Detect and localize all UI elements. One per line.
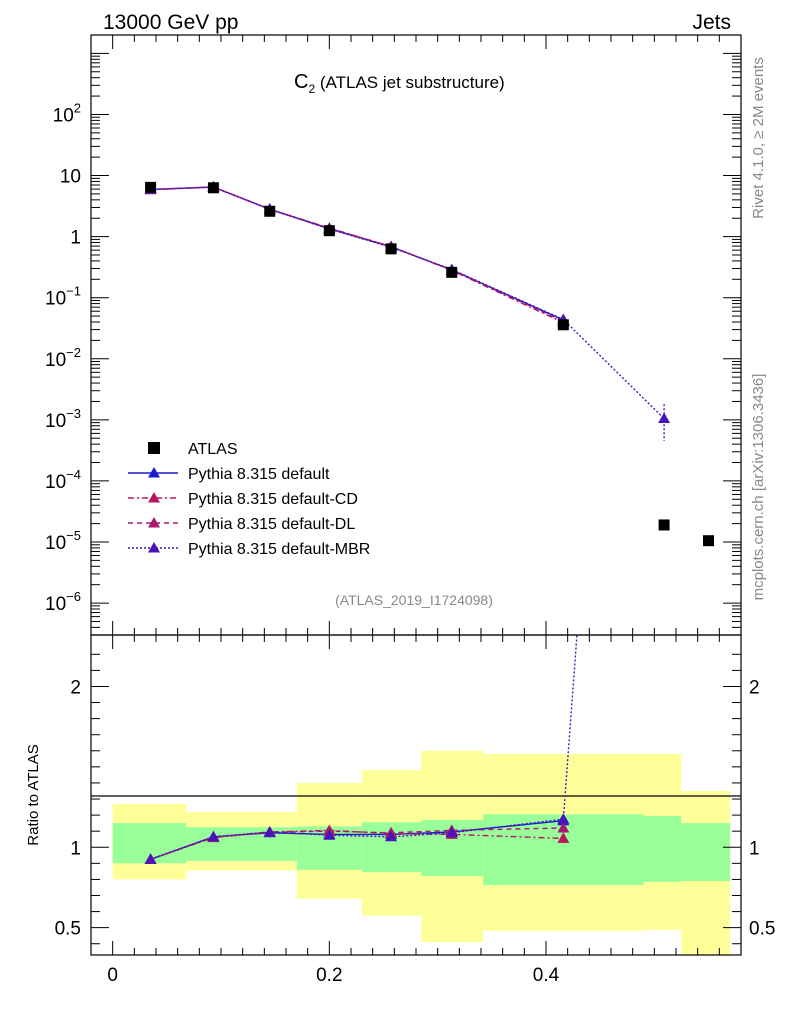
legend-marker-default (148, 467, 160, 478)
atlas-data-point (658, 519, 670, 531)
atlas-data-point (323, 225, 335, 237)
ratio-series-clipped (144, 635, 578, 864)
legend-label: Pythia 8.315 default (188, 466, 330, 483)
x-tick-label: 0 (107, 965, 118, 986)
y-tick-exponent: −1 (66, 284, 81, 299)
y-tick-label: 10−3 (45, 406, 81, 432)
y-tick-exponent: −4 (66, 467, 81, 482)
y-tick-label: 10 (60, 167, 81, 188)
ratio-y-tick-label: 0.5 (55, 919, 81, 940)
atlas-data-point (557, 319, 569, 331)
x-tick-label: 0.4 (533, 965, 560, 986)
y-tick-exponent: −2 (66, 345, 81, 360)
ratio-bands (112, 750, 731, 955)
y-tick-base: 10 (45, 289, 66, 310)
ratio-series-layer (144, 635, 578, 864)
y-tick-label: 10−2 (45, 345, 81, 371)
x-tick-label: 0.2 (316, 965, 342, 986)
ratio-y-tick-label: 1 (70, 838, 81, 859)
legend-marker-mbr (148, 542, 160, 553)
ratio-point-mbr (385, 830, 398, 842)
ratio-point-mbr (445, 826, 458, 838)
ratio-line-mbr (150, 635, 578, 860)
y-tick-label: 10−5 (45, 528, 81, 554)
legend-label: Pythia 8.315 default-DL (188, 516, 355, 533)
y-tick-exponent: −5 (66, 528, 81, 543)
atlas-data-point (145, 181, 157, 193)
plot-title: C2 (ATLAS jet substructure) (294, 71, 505, 96)
atlas-data-point (703, 535, 714, 547)
analysis-label: (ATLAS_2019_I1724098) (335, 592, 493, 608)
ratio-panel: 0 0.2 0.4 0.5 0.5 1 1 2 2 Ratio to ATLAS (25, 634, 775, 986)
title-sub: 2 (308, 82, 315, 96)
ratio-point-mbr (557, 813, 570, 824)
header-left: 13000 GeV pp (103, 11, 238, 34)
band-inner (681, 823, 731, 882)
legend-marker-cd (148, 492, 160, 503)
header-right: Jets (692, 11, 731, 34)
legend-label: ATLAS (188, 441, 238, 458)
atlas-data-point (264, 205, 276, 217)
atlas-data-point (385, 243, 397, 255)
band-inner (643, 815, 682, 882)
ratio-y-tick-label: 2 (70, 677, 81, 698)
main-series-layer (144, 180, 714, 547)
legend-marker-atlas (148, 442, 160, 454)
y-tick-label: 10−1 (45, 284, 81, 310)
ratio-y-tick-label-right: 2 (749, 677, 760, 698)
y-tick-exponent: −6 (66, 589, 81, 604)
ratio-point-mbr (207, 830, 220, 842)
mcplots-label: mcplots.cern.ch [arXiv:1306.3436] (750, 374, 767, 601)
ratio-y-tick-label-right: 0.5 (749, 919, 775, 940)
ratio-point-mbr (323, 829, 336, 840)
y-tick-label: 102 (53, 100, 81, 126)
y-tick-label: 10−6 (45, 589, 81, 615)
y-tick-exponent: −3 (66, 406, 81, 421)
legend-label: Pythia 8.315 default-MBR (188, 541, 370, 558)
y-tick-base: 10 (45, 411, 66, 432)
series-point-mbr (658, 412, 671, 424)
series-line-mbr (150, 186, 665, 420)
legend-label: Pythia 8.315 default-CD (188, 491, 358, 508)
series-line-default (150, 186, 564, 321)
y-tick-base: 10 (53, 105, 74, 126)
ratio-axis-ticks: 0 0.2 0.4 0.5 0.5 1 1 2 2 (55, 635, 775, 986)
title-rest: (ATLAS jet substructure) (315, 73, 505, 92)
legend: ATLAS Pythia 8.315 default Pythia 8.315 de… (128, 441, 370, 558)
y-tick-base: 10 (45, 472, 66, 493)
y-tick-base: 10 (45, 350, 66, 371)
y-tick-base: 10 (45, 594, 66, 615)
series-line-cd (150, 186, 564, 324)
y-tick-base: 10 (45, 533, 66, 554)
ratio-point-mbr (263, 825, 276, 837)
ratio-ylabel: Ratio to ATLAS (25, 744, 42, 845)
ratio-point-mbr (144, 853, 157, 864)
series-line-dl (150, 186, 564, 322)
atlas-data-point (446, 266, 458, 278)
ratio-y-tick-label-right: 1 (749, 838, 760, 859)
title-main: C (294, 71, 308, 93)
rivet-label: Rivet 4.1.0, ≥ 2M events (750, 57, 767, 219)
y-tick-label: 1 (70, 228, 81, 249)
y-tick-label: 10−4 (45, 467, 81, 493)
legend-marker-dl (148, 517, 160, 528)
y-tick-exponent: 2 (74, 100, 81, 115)
atlas-data-point (207, 182, 219, 194)
